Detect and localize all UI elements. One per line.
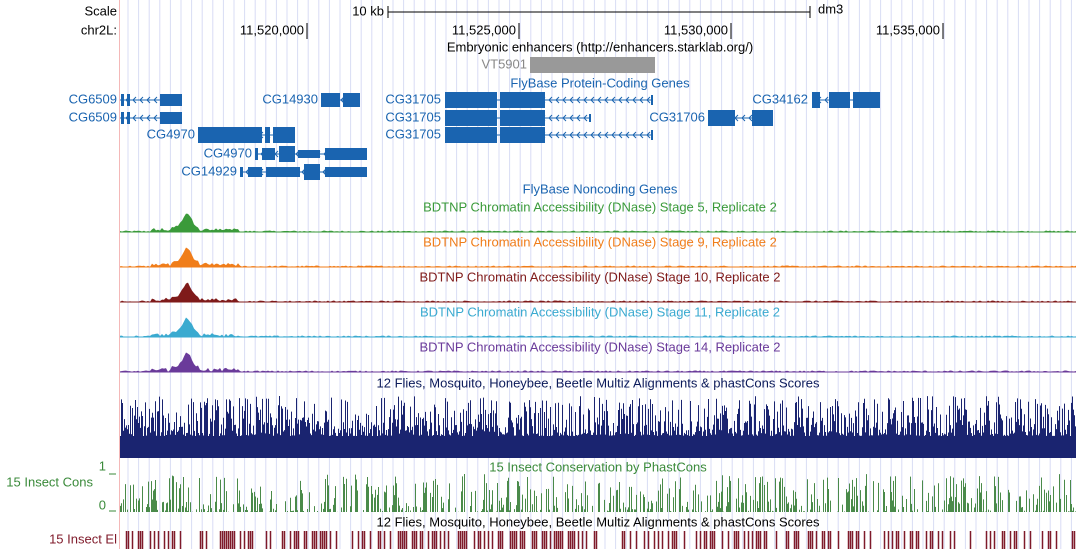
signal [120, 317, 1076, 337]
exon [445, 92, 497, 108]
exon [651, 130, 653, 140]
track-title: BDTNP Chromatin Accessibility (DNase) St… [419, 339, 780, 354]
exon [127, 94, 130, 106]
exon [266, 167, 300, 177]
exon [343, 93, 360, 107]
gene-label: CG6509 [69, 109, 117, 124]
side-label: 15 Insect El [49, 531, 117, 546]
track-title: BDTNP Chromatin Accessibility (DNase) St… [419, 269, 780, 284]
gene-label: CG34162 [752, 91, 808, 106]
exon [589, 114, 591, 122]
exon [198, 127, 262, 143]
exon [121, 94, 124, 106]
exon [273, 127, 295, 143]
exon [248, 167, 262, 177]
exon [325, 167, 367, 177]
exon [708, 110, 735, 126]
assembly: dm3 [818, 1, 843, 16]
exon [812, 92, 820, 108]
axis-max: 1 [99, 458, 106, 473]
exon [500, 110, 545, 126]
exon [445, 110, 497, 126]
exon [304, 164, 320, 180]
track-title: 12 Flies, Mosquito, Honeybee, Beetle Mul… [377, 514, 820, 529]
exon [321, 93, 340, 107]
gene-label: CG31705 [385, 91, 441, 106]
gene-label: CG31706 [649, 109, 705, 124]
exon [298, 150, 320, 158]
ruler-tick-label: 11,525,000 [452, 22, 516, 37]
enhancer-label: VT5901 [481, 56, 527, 71]
signal [120, 213, 1076, 232]
gene-label: CG14930 [262, 91, 318, 106]
enhancer [530, 57, 655, 73]
exon [651, 95, 653, 105]
track-title: Embryonic enhancers (http://enhancers.st… [447, 39, 753, 54]
axis-min: 0 [99, 497, 106, 512]
side-label: 15 Insect Cons [6, 474, 93, 489]
elements [125, 531, 1076, 549]
chrom-label: chr2L: [81, 22, 117, 37]
signal [120, 247, 1076, 267]
exon [279, 146, 295, 162]
exon [829, 92, 850, 108]
gene-label: CG6509 [69, 91, 117, 106]
multiz-signal [120, 396, 1076, 458]
gene-label: CG31705 [385, 109, 441, 124]
track-title: BDTNP Chromatin Accessibility (DNase) St… [423, 234, 777, 249]
exon [325, 148, 367, 160]
exon [262, 148, 275, 160]
exon [240, 167, 243, 177]
scale-size: 10 kb [352, 3, 384, 18]
track-title: 15 Insect Conservation by PhastCons [489, 459, 707, 474]
exon [121, 112, 124, 124]
exon [853, 92, 880, 108]
track-title: FlyBase Protein-Coding Genes [510, 75, 690, 90]
exon [500, 127, 545, 143]
signal [120, 352, 1076, 372]
ruler-tick-label: 11,520,000 [240, 22, 304, 37]
cons-signal [120, 474, 1076, 512]
track-title: FlyBase Noncoding Genes [523, 181, 678, 196]
exon [445, 127, 497, 143]
exon [160, 94, 182, 106]
exon [752, 110, 773, 126]
ruler-tick-label: 11,530,000 [664, 22, 728, 37]
exon [265, 127, 270, 143]
gene-label: CG4970 [147, 126, 195, 141]
gene-label: CG14929 [181, 163, 237, 178]
gene-label: CG4970 [204, 145, 252, 160]
ruler-tick-label: 11,535,000 [876, 22, 940, 37]
exon [500, 92, 545, 108]
gene-label: CG31705 [385, 126, 441, 141]
exon [255, 148, 258, 160]
exon [160, 112, 182, 124]
track-title: 12 Flies, Mosquito, Honeybee, Beetle Mul… [377, 375, 820, 390]
signal [120, 282, 1076, 302]
scale-label: Scale [84, 3, 117, 18]
exon [127, 112, 130, 124]
track-title: BDTNP Chromatin Accessibility (DNase) St… [420, 304, 780, 319]
track-title: BDTNP Chromatin Accessibility (DNase) St… [423, 199, 777, 214]
